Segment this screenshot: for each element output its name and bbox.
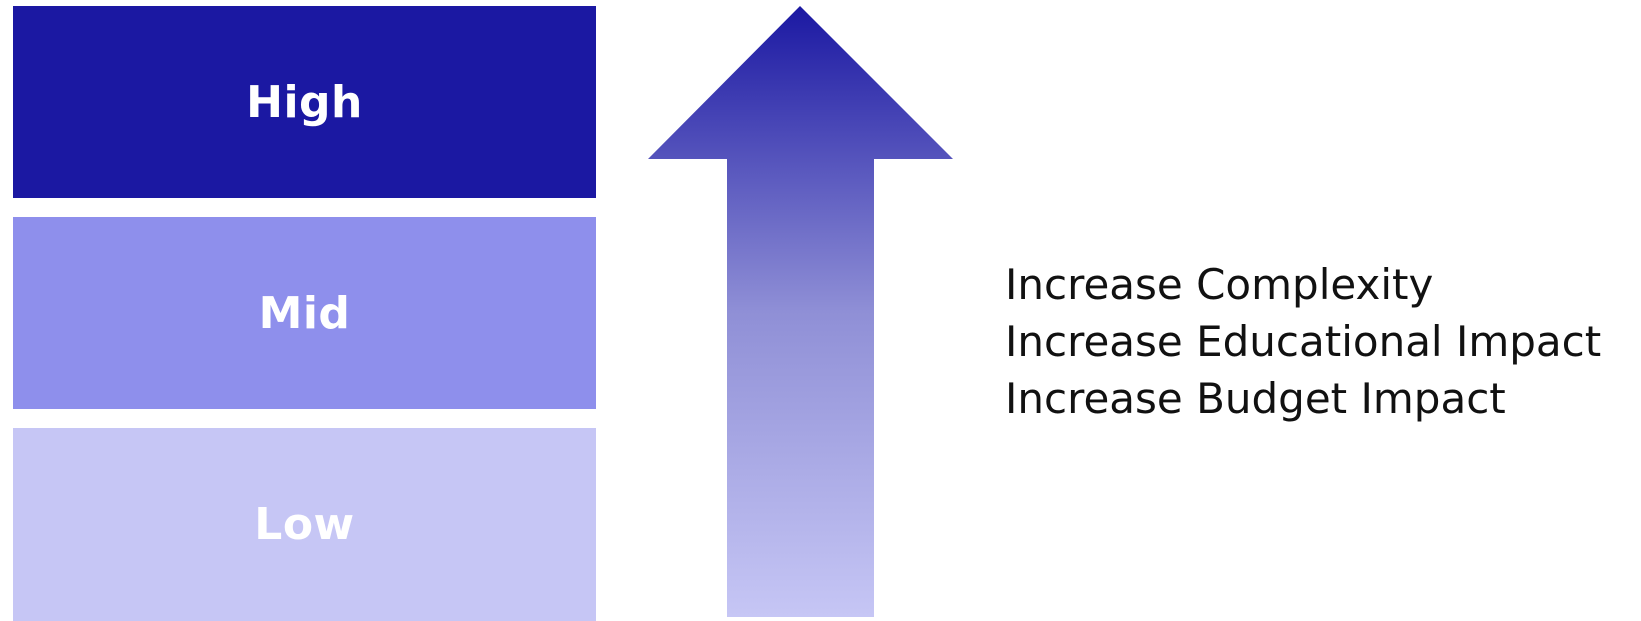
tier-mid: Mid (13, 217, 596, 409)
tier-high: High (13, 6, 596, 198)
arrow-shape (648, 6, 953, 617)
effect-budget-impact: Increase Budget Impact (1005, 374, 1506, 423)
effect-complexity: Increase Complexity (1005, 260, 1434, 309)
tier-low: Low (13, 428, 596, 621)
tier-stack: High Mid Low (13, 6, 596, 621)
tier-mid-label: Mid (258, 287, 351, 339)
effect-educational-impact: Increase Educational Impact (1005, 317, 1602, 366)
tier-low-label: Low (254, 499, 355, 550)
effects-list: Increase Complexity Increase Educational… (1005, 256, 1635, 427)
tier-high-label: High (246, 76, 363, 128)
